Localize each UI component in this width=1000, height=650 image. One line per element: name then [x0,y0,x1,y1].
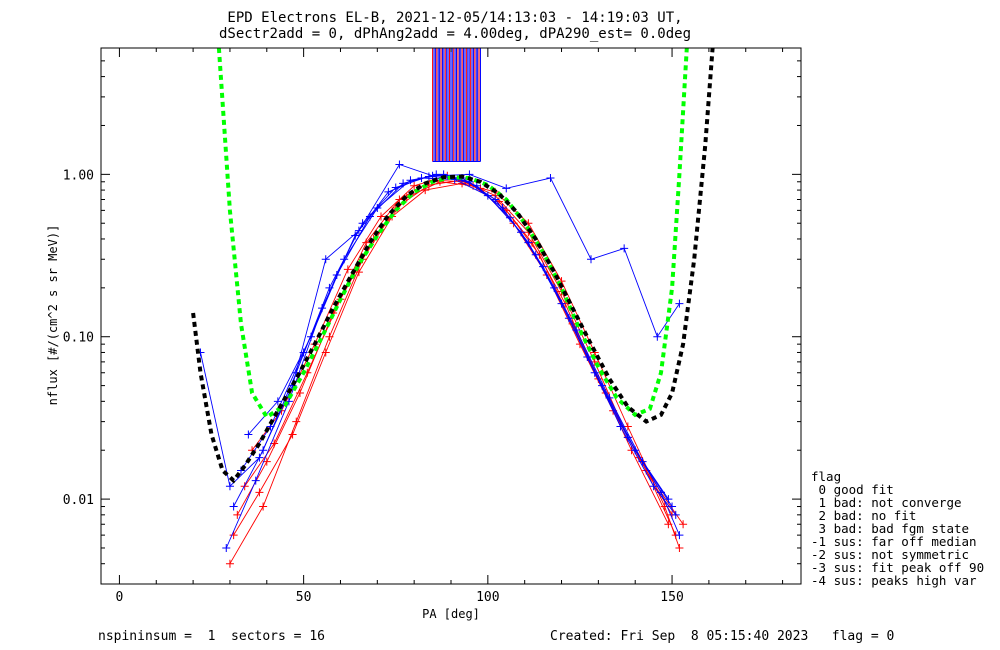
data-point-marker [259,502,268,511]
data-point-marker [472,181,481,190]
data-point-marker [395,160,404,169]
data-point-marker [233,510,242,519]
data-point-marker [273,397,282,406]
series-line [225,177,677,549]
flag-legend-entry: 1 bad: not converge [811,495,962,510]
data-point-marker [354,226,363,235]
data-point-marker [251,476,260,485]
data-point-marker [373,204,382,213]
flag-legend-title: flag [811,469,841,484]
data-point-marker [675,531,684,540]
data-point-marker [255,453,264,462]
series-line [244,181,673,516]
data-point-marker [295,389,304,398]
data-point-marker [623,433,632,442]
data-point-marker [340,255,349,264]
chart-title-line2: dSectr2add = 0, dPhAng2add = 4.00deg, dP… [219,26,691,42]
data-point-marker [675,543,684,552]
chart-title-line1: EPD Electrons EL-B, 2021-12-05/14:13:03 … [227,10,682,26]
series-blue-5 [222,173,680,552]
data-point-marker [325,332,334,341]
data-point-marker [229,502,238,511]
data-point-marker [483,191,492,200]
data-point-marker [531,250,540,259]
flag-legend-entry: -2 sus: not symmetric [811,547,969,562]
data-point-marker [377,212,385,221]
data-point-marker [343,265,352,274]
data-point-marker [491,195,500,204]
footer-spin-info: nspininsum = 1 sectors = 16 [98,629,325,644]
series-line [233,182,680,549]
data-point-marker [505,213,514,222]
x-tick-label: 150 [660,590,683,605]
data-point-marker [546,173,555,182]
plot-data-layer [191,48,715,568]
data-point-marker [244,430,253,439]
data-point-marker [572,326,581,335]
data-point-marker [638,457,647,466]
flag-legend-entry: -3 sus: fit peak off 90 [811,560,984,575]
x-tick-label: 100 [476,590,499,605]
fit-curve-green [216,48,689,420]
series-line [248,173,673,507]
data-point-marker [679,520,688,529]
data-point-marker [428,171,437,180]
x-tick-label: 0 [116,590,124,605]
data-point-marker [649,482,658,491]
data-point-marker [225,559,234,568]
y-tick-label: 0.01 [63,493,94,508]
data-point-marker [358,219,367,228]
data-point-marker [653,332,662,341]
data-point-marker [229,531,238,540]
data-point-marker [222,543,231,552]
flag-legend-entry: -1 sus: far off median [811,534,977,549]
data-point-marker [354,268,363,277]
series-blue-8 [244,170,677,511]
series-red-2 [233,176,673,529]
footer-created-info: Created: Fri Sep 8 05:15:40 2023 flag = … [550,629,894,644]
y-axis-label: nflux [#/(cm^2 s sr MeV)] [46,225,60,406]
data-point-marker [321,255,330,264]
data-point-marker [675,299,684,308]
flag-legend-entry: 0 good fit [811,482,894,497]
fit-curve-black [191,48,715,484]
y-tick-label: 1.00 [63,168,94,183]
data-point-marker [406,176,415,185]
data-point-marker [332,270,341,279]
data-point-marker [255,488,264,497]
data-point-marker [623,422,632,431]
series-blue-6 [237,170,673,504]
data-point-marker [292,417,301,426]
flag-legend: flag 0 good fit 1 bad: not converge 2 ba… [811,469,984,588]
data-point-marker [668,502,677,511]
axis-ticks: 0 50 100 150 0.01 0.10 1.00 [63,47,801,605]
data-point-marker [225,482,234,491]
data-point-marker [262,457,271,466]
data-point-marker [605,393,614,402]
data-point-marker [391,183,400,192]
saturated-column [432,48,481,162]
data-point-marker [410,181,419,190]
data-point-marker [539,262,548,271]
x-axis-label: PA [deg] [422,607,480,621]
data-point-marker [502,184,511,193]
data-point-marker [620,244,629,253]
data-point-marker [671,510,680,519]
data-point-marker [587,255,595,264]
flag-legend-entry: 2 bad: no fit [811,508,916,523]
data-point-marker [307,332,315,341]
series-blue-7 [229,172,684,540]
y-tick-label: 0.10 [63,331,94,346]
data-point-marker [664,495,673,504]
series-line [229,179,684,564]
series-blue-9 [196,160,684,491]
flag-legend-entry: 3 bad: bad fgm state [811,521,969,536]
flag-legend-entry: -4 sus: peaks high var [811,573,977,588]
series-line [200,163,680,488]
x-tick-label: 50 [296,590,312,605]
